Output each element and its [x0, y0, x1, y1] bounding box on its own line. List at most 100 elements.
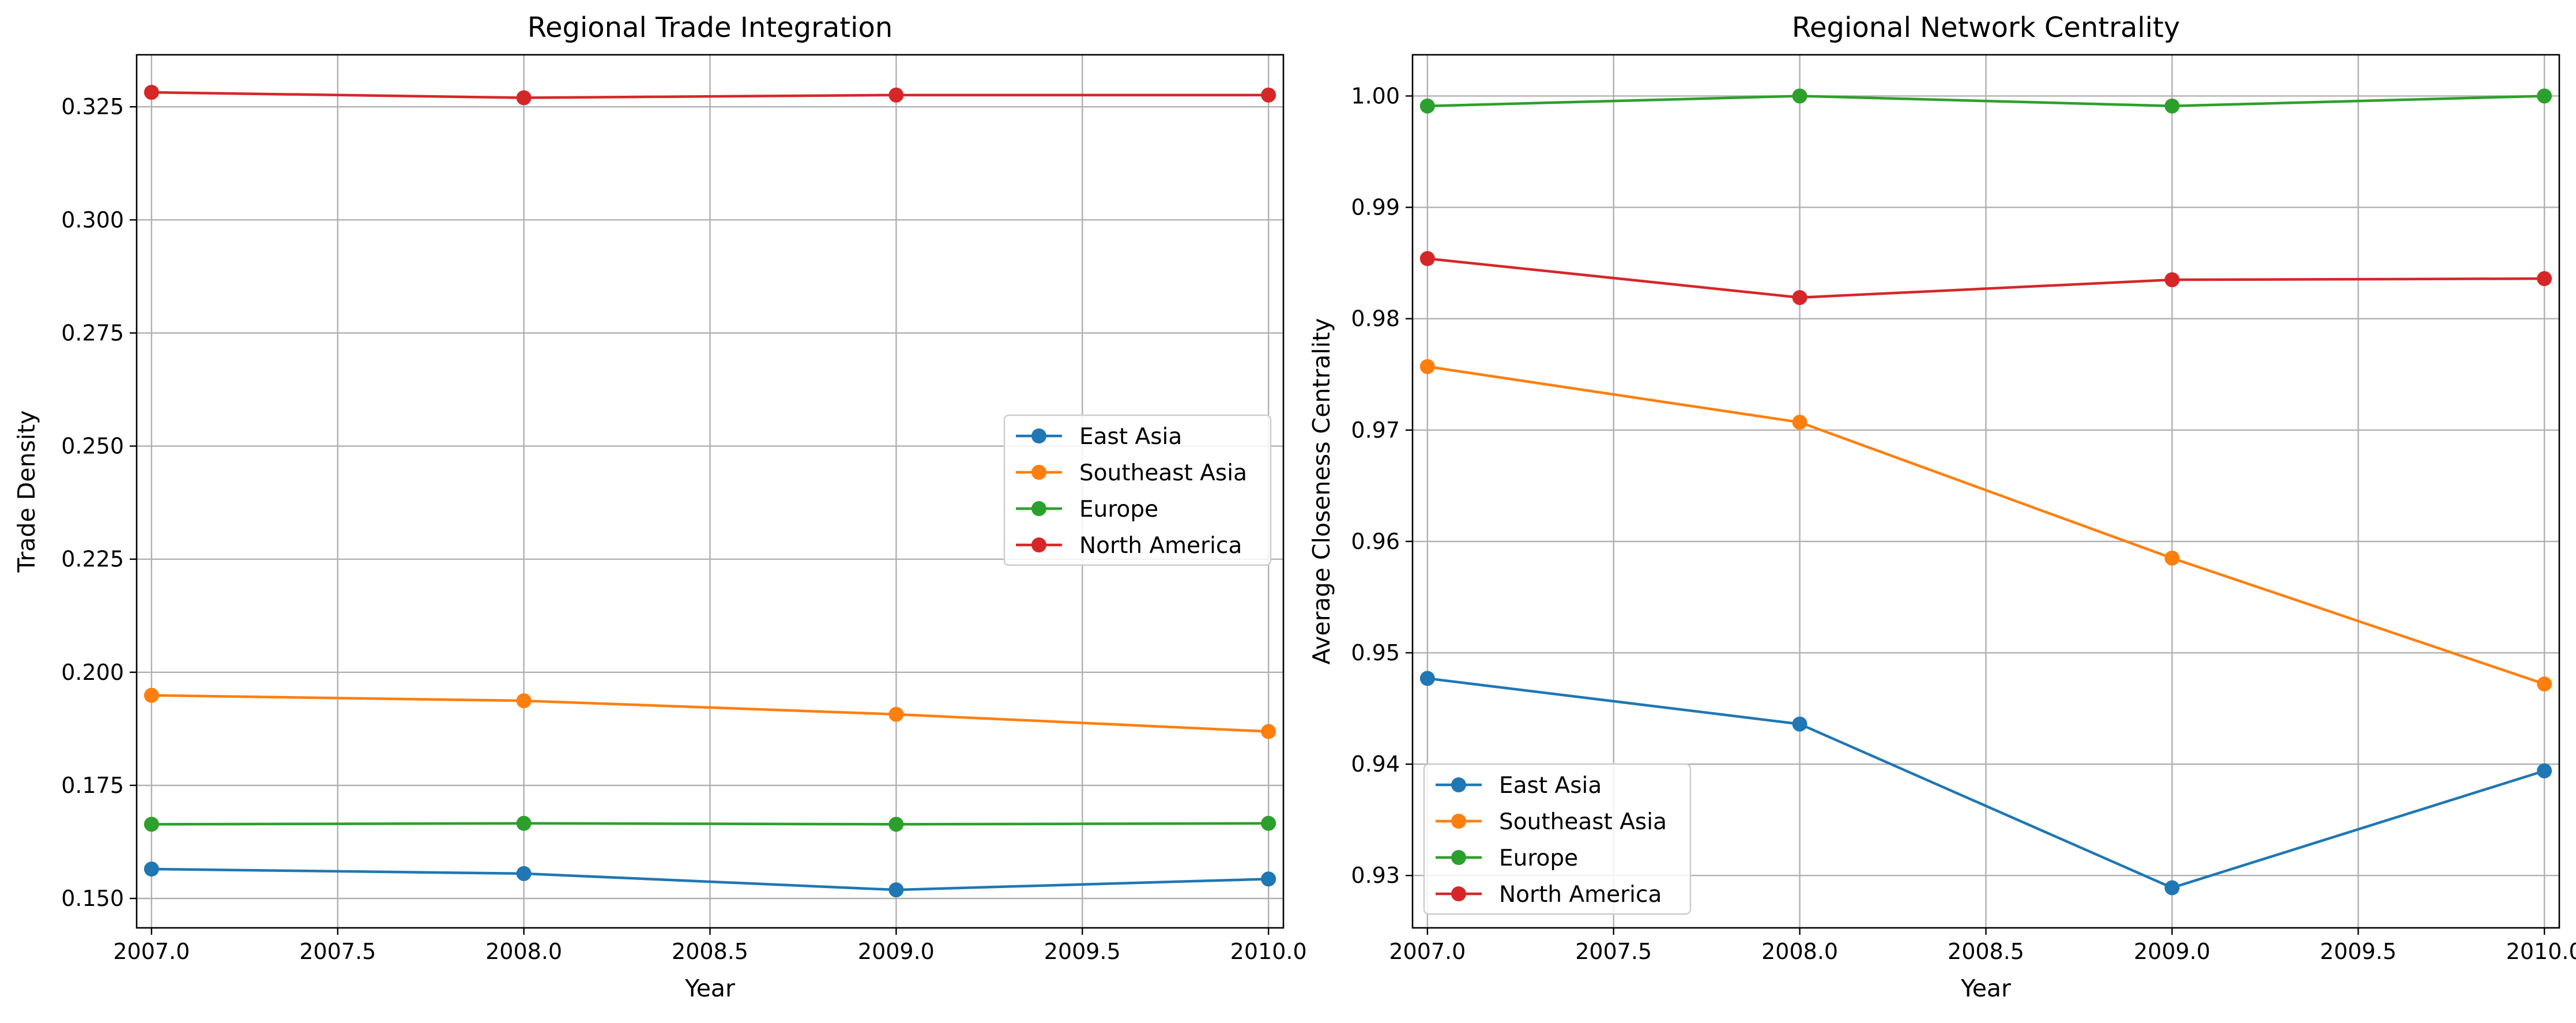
- data-point-europe: [2537, 88, 2552, 104]
- data-point-southeast-asia: [2164, 550, 2180, 566]
- x-tick-label: 2007.5: [1575, 939, 1652, 964]
- chart-title: Regional Network Centrality: [1792, 12, 2180, 44]
- series-southeast-asia: [1419, 359, 2552, 692]
- legend-swatch-marker: [1451, 886, 1466, 901]
- y-tick-label: 0.93: [1351, 863, 1400, 888]
- data-point-east-asia: [144, 862, 159, 877]
- data-point-europe: [516, 815, 532, 831]
- data-point-europe: [1261, 815, 1276, 831]
- x-tick-label: 2009.5: [1044, 939, 1121, 964]
- data-point-southeast-asia: [1261, 724, 1276, 739]
- y-tick-label: 0.150: [61, 886, 124, 911]
- data-point-southeast-asia: [516, 693, 532, 709]
- data-point-southeast-asia: [888, 706, 904, 722]
- y-tick-label: 0.95: [1351, 640, 1400, 665]
- legend-entry-north-america: North America: [1079, 533, 1242, 559]
- series-europe: [144, 815, 1276, 832]
- series-line-east-asia: [151, 867, 1269, 892]
- x-tick-label: 2009.0: [2134, 939, 2210, 964]
- x-tick-label: 2007.0: [1389, 939, 1466, 964]
- data-point-north-america: [1792, 289, 1807, 305]
- data-point-east-asia: [1261, 871, 1276, 887]
- data-point-southeast-asia: [2537, 676, 2552, 692]
- data-point-southeast-asia: [1419, 359, 1435, 374]
- y-tick-label: 0.250: [61, 434, 124, 459]
- data-point-europe: [888, 817, 904, 832]
- y-tick-label: 0.300: [61, 207, 124, 232]
- x-tick-label: 2008.5: [1948, 939, 2024, 964]
- data-point-east-asia: [516, 866, 532, 881]
- plot-frame: [1411, 54, 2560, 929]
- y-tick-label: 0.99: [1351, 195, 1400, 220]
- data-point-north-america: [2164, 272, 2180, 288]
- data-point-europe: [1792, 88, 1807, 104]
- series-north-america: [144, 85, 1276, 106]
- series-line-europe: [1427, 95, 2545, 108]
- legend-swatch-marker: [1451, 850, 1466, 865]
- x-tick-label: 2010.0: [1230, 939, 1307, 964]
- x-tick-label: 2009.0: [858, 939, 935, 964]
- y-tick-label: 0.98: [1351, 306, 1400, 332]
- legend-swatch-marker: [1031, 428, 1046, 443]
- x-tick-label: 2010.0: [2506, 939, 2576, 964]
- legend-entry-north-america: North America: [1499, 882, 1662, 908]
- series-line-southeast-asia: [151, 694, 1269, 733]
- y-tick-label: 0.275: [61, 320, 124, 345]
- series-line-east-asia: [1427, 677, 2545, 889]
- y-axis-label: Average Closeness Centrality: [1308, 318, 1335, 664]
- legend-entry-east-asia: East Asia: [1499, 773, 1602, 799]
- legend-box: [1423, 763, 1692, 915]
- y-axis-label: Trade Density: [13, 410, 40, 573]
- chart-panel-1: 2007.0 2007.5 2008.0 2008.5 2009.0 2009.5 2010…: [13, 12, 1307, 1002]
- y-tick-label: 1.00: [1351, 83, 1400, 108]
- y-tick-label: 0.175: [61, 773, 124, 798]
- x-tick-label: 2007.0: [113, 939, 190, 964]
- series-line-europe: [151, 822, 1269, 826]
- y-tick-label: 0.325: [61, 94, 124, 119]
- series-east-asia: [144, 862, 1276, 898]
- data-point-north-america: [516, 90, 532, 106]
- data-point-north-america: [1419, 251, 1435, 266]
- y-tick-label: 0.200: [61, 660, 124, 685]
- legend-entry-east-asia: East Asia: [1079, 424, 1182, 450]
- legend-swatch-marker: [1031, 537, 1046, 552]
- x-tick-label: 2009.5: [2320, 939, 2397, 964]
- legend: East Asia Southeast Asia Europe North Ameri…: [1423, 763, 1692, 915]
- y-tick-label: 0.225: [61, 547, 124, 572]
- legend-entry-southeast-asia: Southeast Asia: [1079, 460, 1247, 486]
- legend-entry-southeast-asia: Southeast Asia: [1499, 809, 1667, 835]
- data-point-southeast-asia: [144, 687, 159, 703]
- x-tick-label: 2007.5: [299, 939, 376, 964]
- legend-entry-europe: Europe: [1079, 497, 1158, 522]
- data-point-southeast-asia: [1792, 415, 1807, 430]
- data-point-north-america: [888, 87, 904, 103]
- chart-title: Regional Trade Integration: [528, 12, 893, 44]
- series-line-southeast-asia: [1427, 365, 2545, 686]
- series-line-north-america: [151, 91, 1269, 99]
- series-east-asia: [1419, 671, 2552, 896]
- x-axis-label: Year: [1960, 975, 2011, 1002]
- data-point-east-asia: [1792, 716, 1807, 732]
- data-point-europe: [1419, 98, 1435, 114]
- x-tick-label: 2008.5: [672, 939, 748, 964]
- legend-entry-europe: Europe: [1499, 845, 1578, 871]
- y-tick-label: 0.97: [1351, 418, 1400, 443]
- x-tick-label: 2008.0: [485, 939, 562, 964]
- data-point-east-asia: [2537, 763, 2552, 778]
- data-point-north-america: [144, 85, 159, 100]
- legend-swatch-marker: [1031, 465, 1046, 480]
- data-point-europe: [144, 817, 159, 832]
- series-north-america: [1419, 251, 2552, 305]
- y-tick-label: 0.94: [1351, 751, 1400, 777]
- series-europe: [1419, 88, 2552, 114]
- y-tick-label: 0.96: [1351, 529, 1400, 554]
- x-axis-label: Year: [684, 975, 735, 1002]
- x-tick-label: 2008.0: [1761, 939, 1838, 964]
- chart-panel-2: 2007.0 2007.5 2008.0 2008.5 2009.0 2009.5 2010…: [1308, 12, 2576, 1002]
- data-point-east-asia: [1419, 671, 1435, 686]
- data-point-east-asia: [888, 882, 904, 898]
- legend-box: [1003, 414, 1272, 566]
- legend-swatch-marker: [1451, 814, 1466, 829]
